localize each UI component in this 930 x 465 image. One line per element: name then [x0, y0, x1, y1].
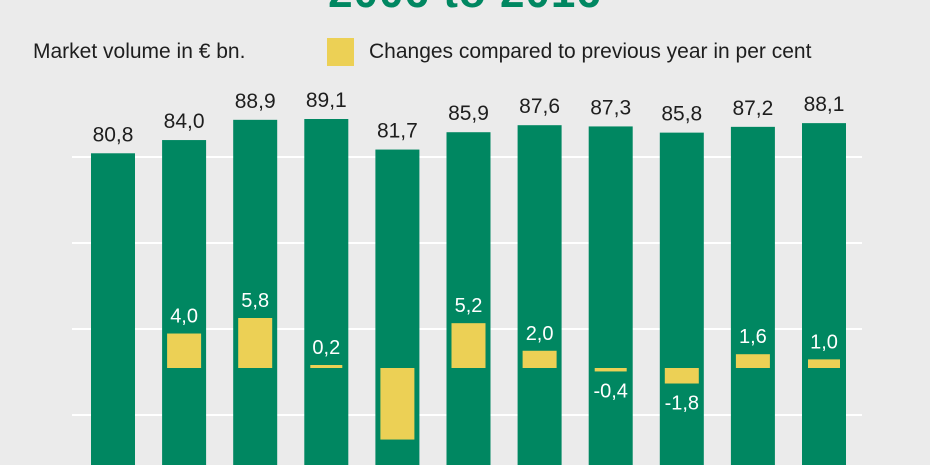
change-bar-2014 [664, 368, 699, 384]
change-bar-2010 [380, 368, 415, 440]
legend-volume-label: Market volume in € bn. [33, 40, 246, 63]
volume-bar-2011 [446, 132, 491, 465]
legend: Market volume in € bn. Changes compared … [0, 38, 930, 68]
change-label-2015: 1,6 [739, 326, 767, 348]
volume-label-2012: 87,6 [519, 95, 560, 118]
change-label-2016: 1,0 [810, 331, 838, 353]
volume-label-2014: 85,8 [661, 103, 702, 126]
volume-bar-2009 [304, 119, 349, 465]
change-bar-2011 [451, 323, 486, 368]
volume-bar-2012 [517, 125, 562, 465]
volume-label-2009: 89,1 [306, 89, 347, 112]
change-bar-2008 [238, 318, 273, 368]
change-label-2007: 4,0 [170, 306, 198, 328]
change-bar-2016 [808, 359, 840, 368]
change-label-2011: 5,2 [455, 295, 483, 317]
change-bar-2013 [594, 368, 627, 372]
change-bar-2015 [735, 354, 770, 368]
chart-title: 2006 to 2016 [0, 0, 930, 18]
volume-bar-2008 [233, 119, 278, 465]
volume-label-2006: 80,8 [93, 123, 134, 146]
volume-bar-2007 [162, 140, 207, 465]
volume-bar-2016 [802, 123, 846, 465]
legend-change-label: Changes compared to previous year in per… [369, 40, 812, 63]
volume-bar-2015 [730, 126, 775, 465]
volume-label-2008: 88,9 [235, 90, 276, 113]
change-label-2012: 2,0 [526, 323, 554, 345]
change-label-2009: 0,2 [312, 337, 340, 359]
change-bar-2009 [310, 365, 343, 368]
volume-label-2007: 84,0 [164, 110, 205, 133]
volume-bar-2014 [659, 132, 704, 465]
volume-label-2013: 87,3 [590, 96, 631, 119]
volume-label-2016: 88,1 [804, 93, 845, 116]
change-bar-2012 [522, 350, 557, 368]
legend-change-swatch [327, 38, 354, 66]
volume-label-2015: 87,2 [732, 97, 773, 120]
change-label-2008: 5,8 [241, 290, 269, 312]
change-label-2014: -1,8 [665, 393, 699, 415]
change-bar-2007 [167, 333, 202, 368]
volume-bar-2013 [588, 126, 633, 465]
volume-label-2011: 85,9 [448, 102, 489, 125]
volume-bar-2006 [91, 153, 135, 465]
change-label-2013: -0,4 [593, 380, 627, 402]
volume-label-2010: 81,7 [377, 120, 418, 143]
